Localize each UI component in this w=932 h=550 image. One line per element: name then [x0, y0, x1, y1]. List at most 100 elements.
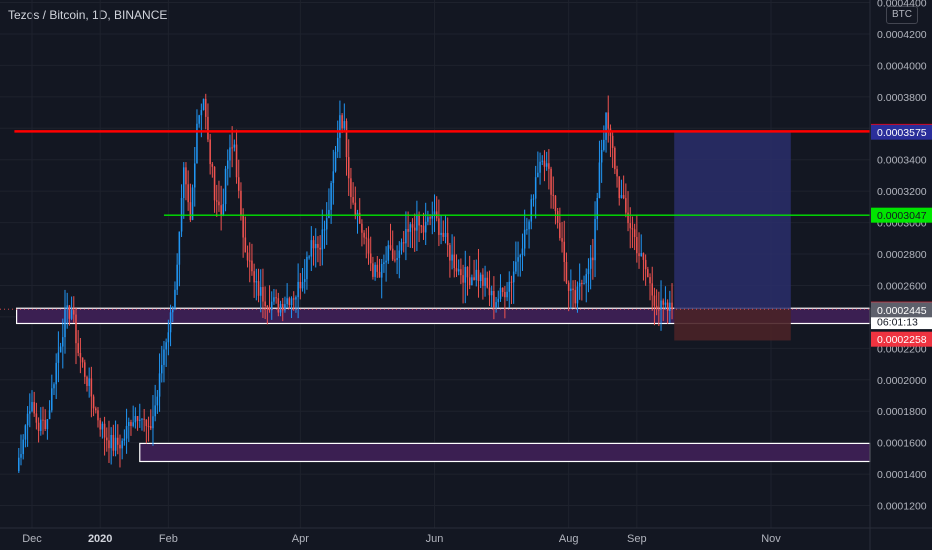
candle-body-85: [202, 98, 205, 111]
candle-body-67: [163, 349, 165, 365]
candle-body-132: [306, 256, 308, 280]
candle-body-134: [310, 240, 313, 257]
candle-body-235: [532, 198, 535, 200]
candle-body-228: [517, 257, 519, 262]
candle-body-263: [594, 219, 596, 261]
candle-body-71: [171, 308, 174, 313]
candle-body-124: [288, 298, 291, 306]
candle-body-152: [350, 178, 352, 198]
candle-body-205: [466, 266, 469, 278]
candle-body-93: [220, 205, 222, 216]
candle-body-16: [51, 388, 53, 411]
candle-body-63: [154, 405, 156, 417]
candle-body-226: [512, 271, 515, 283]
candle-body-154: [354, 202, 357, 216]
candle-body-188: [429, 217, 431, 219]
candle-body-15: [48, 410, 51, 420]
candle-body-9: [35, 413, 38, 423]
candle-body-279: [629, 223, 632, 229]
candle-body-222: [504, 292, 506, 298]
currency-button[interactable]: BTC: [886, 6, 918, 24]
candle-body-125: [290, 298, 293, 306]
price-tick-15: 0.0004200: [877, 29, 927, 41]
candle-body-217: [493, 290, 495, 308]
candle-body-194: [442, 232, 445, 237]
candle-body-78: [187, 184, 189, 203]
candle-body-185: [422, 225, 425, 233]
candle-body-282: [636, 237, 638, 254]
candle-body-245: [554, 195, 557, 212]
candle-body-233: [528, 221, 530, 230]
candle-body-220: [499, 287, 502, 299]
candle-body-52: [130, 422, 132, 426]
candle-body-54: [134, 416, 137, 423]
candle-body-131: [303, 279, 306, 282]
candle-body-29: [79, 352, 82, 358]
candle-body-283: [638, 253, 640, 257]
candle-body-227: [515, 261, 517, 272]
price-tick-14: 0.0004000: [877, 60, 927, 72]
price-label-5: 0.0002445: [877, 305, 927, 317]
candle-body-192: [438, 218, 440, 235]
candle-body-87: [207, 116, 209, 140]
time-tick-4: Jun: [426, 533, 444, 545]
candle-body-30: [81, 357, 84, 363]
candle-body-252: [570, 288, 572, 291]
candle-body-161: [369, 253, 372, 264]
candle-body-296: [666, 302, 669, 312]
candle-body-55: [136, 416, 139, 421]
candle-body-197: [449, 245, 451, 261]
candle-body-173: [396, 258, 398, 260]
candle-body-190: [433, 211, 436, 216]
candle-body-249: [563, 241, 566, 263]
candle-body-240: [543, 160, 546, 167]
candle-body-242: [548, 163, 550, 169]
candle-body-265: [598, 162, 601, 198]
candle-body-13: [44, 420, 46, 429]
stop-box: [674, 309, 791, 341]
candle-body-5: [26, 413, 29, 426]
candle-body-182: [416, 215, 418, 231]
candle-body-155: [356, 212, 359, 216]
candle-body-236: [534, 177, 537, 199]
candle-body-58: [143, 418, 145, 420]
candle-body-145: [334, 151, 337, 172]
candle-body-34: [90, 378, 93, 397]
candle-body-243: [550, 168, 552, 195]
levels: [0, 130, 870, 310]
price-label-1: 0.0003047: [877, 210, 927, 222]
candle-body-101: [237, 177, 240, 191]
candle-body-224: [508, 281, 511, 292]
candle-body-297: [669, 302, 671, 312]
candle-body-151: [347, 157, 350, 179]
candle-body-122: [284, 304, 286, 311]
candle-body-184: [420, 225, 423, 227]
candle-body-208: [473, 277, 475, 281]
candle-body-26: [73, 310, 75, 315]
candle-body-142: [328, 209, 330, 219]
candle-body-92: [218, 201, 220, 206]
candle-body-272: [614, 147, 616, 170]
candle-body-261: [589, 257, 592, 269]
candle-body-21: [62, 337, 64, 347]
candle-body-23: [66, 305, 68, 309]
candle-body-106: [248, 260, 251, 262]
candle-body-7: [31, 402, 33, 412]
price-label-2: 0.0003575: [877, 127, 927, 139]
candle-body-230: [521, 248, 524, 256]
candle-body-32: [86, 376, 88, 386]
candle-body-231: [523, 229, 526, 249]
candle-body-237: [537, 172, 539, 178]
candle-body-287: [647, 269, 649, 278]
candle-body-246: [556, 211, 559, 223]
price-label-bg-5: [871, 302, 932, 318]
candle-body-288: [649, 277, 651, 284]
price-label-bg-1: [871, 207, 932, 223]
candle-body-180: [411, 224, 414, 228]
candle-body-113: [264, 301, 266, 306]
candle-body-72: [174, 289, 176, 309]
candle-body-244: [552, 194, 555, 196]
candle-body-89: [211, 164, 214, 167]
candle-body-62: [152, 416, 154, 429]
